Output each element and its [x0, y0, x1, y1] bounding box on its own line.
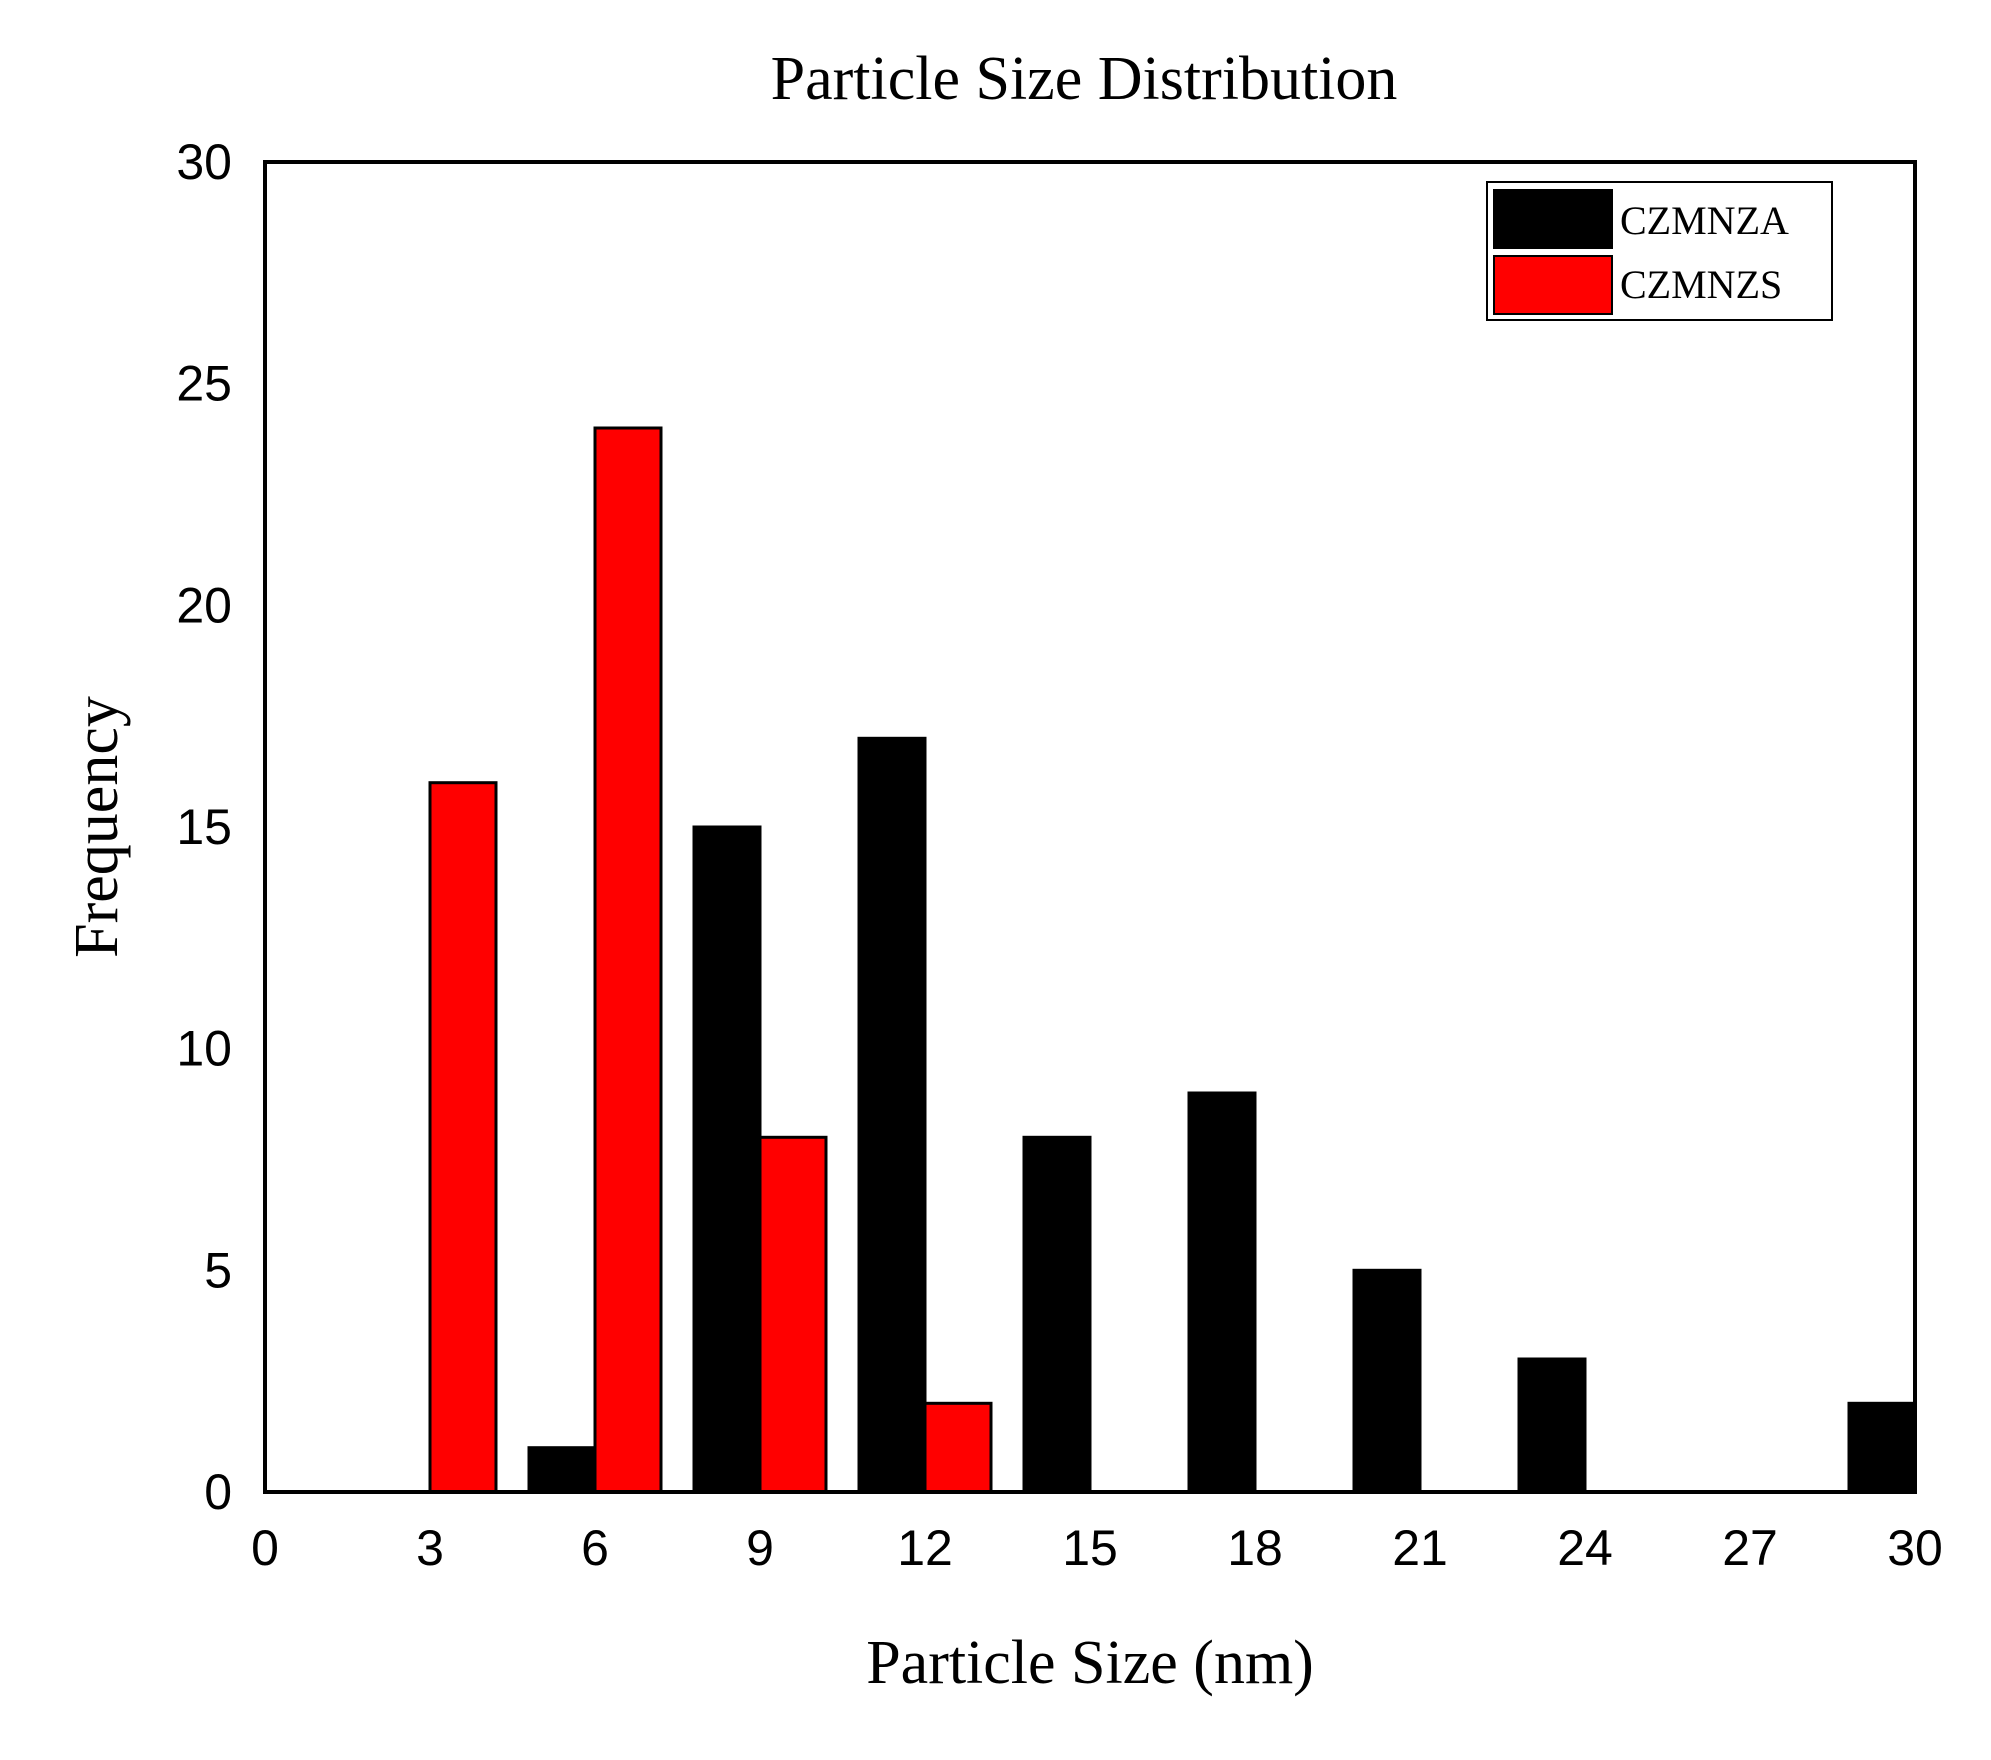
plot-frame: [263, 160, 1917, 1494]
bar-czmnza-5: [1352, 1268, 1422, 1494]
y-tick-label: 0: [204, 1464, 232, 1520]
x-tick-label: 6: [581, 1520, 609, 1576]
x-tick-label: 30: [1887, 1520, 1943, 1576]
x-tick-label: 24: [1557, 1520, 1613, 1576]
y-tick-label: 25: [176, 356, 232, 412]
bar-czmnza-4: [1187, 1091, 1257, 1494]
y-axis-label: Frequency: [63, 696, 131, 958]
y-axis-ticks: 0 5 10 15 20 25 30: [176, 134, 232, 1520]
bar-czmnzs-3: [923, 1401, 993, 1494]
x-axis-label: Particle Size (nm): [866, 1629, 1314, 1697]
legend-swatch-czmnzs: [1493, 255, 1613, 315]
bars-layer: [428, 426, 1917, 1494]
y-tick-label: 20: [176, 577, 232, 633]
legend: CZMNZA CZMNZS: [1486, 181, 1833, 321]
x-tick-label: 18: [1227, 1520, 1283, 1576]
bar-czmnzs-1: [593, 426, 663, 1494]
y-tick-label: 10: [176, 1021, 232, 1077]
bar-czmnza-0: [527, 1446, 597, 1494]
legend-label-czmnzs: CZMNZS: [1620, 262, 1782, 307]
bar-czmnzs-0: [428, 781, 498, 1494]
x-tick-label: 0: [251, 1520, 279, 1576]
chart-title: Particle Size Distribution: [771, 45, 1398, 113]
x-tick-label: 9: [746, 1520, 774, 1576]
legend-swatch-czmnza: [1493, 189, 1613, 249]
bar-czmnza-2: [857, 736, 927, 1494]
bar-czmnza-6: [1517, 1357, 1587, 1494]
bar-czmnzs-2: [758, 1135, 828, 1494]
legend-label-czmnza: CZMNZA: [1620, 198, 1789, 243]
x-tick-label: 12: [897, 1520, 953, 1576]
x-axis-ticks: 0 3 6 9 12 15 18 21 24 27 30: [251, 1520, 1943, 1576]
x-tick-label: 27: [1722, 1520, 1778, 1576]
x-tick-label: 3: [416, 1520, 444, 1576]
x-tick-label: 15: [1062, 1520, 1118, 1576]
bar-czmnza-3: [1022, 1135, 1092, 1494]
bar-czmnza-7: [1847, 1401, 1917, 1494]
y-tick-label: 15: [176, 799, 232, 855]
x-tick-label: 21: [1392, 1520, 1448, 1576]
y-tick-label: 30: [176, 134, 232, 190]
y-tick-label: 5: [204, 1242, 232, 1298]
bar-czmnza-1: [692, 825, 762, 1494]
